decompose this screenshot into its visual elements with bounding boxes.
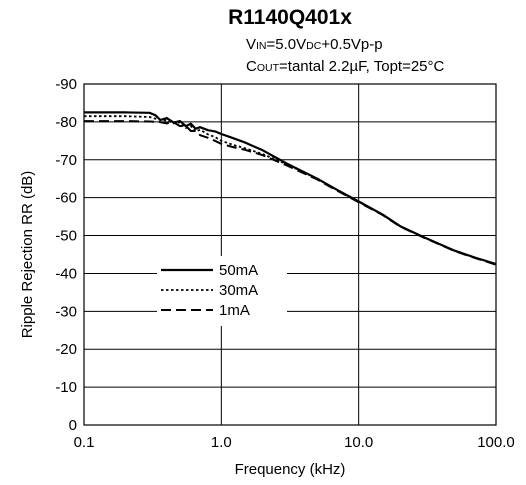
condition-input-voltage-d: DC (306, 40, 322, 52)
y-tick-label-7: -70 (55, 152, 77, 169)
x-axis-label: Frequency (kHz) (235, 461, 346, 478)
y-tick-label-0: 0 (69, 417, 77, 434)
chart-title: R1140Q401x (228, 6, 352, 29)
condition-input-voltage: VIN=5.0VDC+0.5Vp-p (246, 36, 383, 53)
y-tick-label-6: -60 (55, 190, 77, 207)
condition-output-capacitor-c: =tantal 2.2 (279, 58, 349, 75)
legend-label-30mA: 30mA (219, 282, 258, 299)
x-tick-label-0: 0.1 (74, 434, 95, 451)
y-tick-label-5: -50 (55, 228, 77, 245)
plot-frame (83, 83, 497, 426)
legend-background (157, 256, 287, 326)
condition-output-capacitor-a: C (246, 58, 257, 75)
x-tick-label-3: 100.0 (477, 434, 515, 451)
condition-input-voltage-a: V (246, 36, 256, 53)
series-line-30mA (84, 115, 497, 265)
condition-output-capacitor-b: OUT (257, 62, 280, 74)
y-tick-label-3: -30 (55, 303, 77, 320)
y-tick-label-4: -40 (55, 265, 77, 282)
legend-label-1mA: 1mA (219, 302, 250, 319)
condition-input-voltage-b: IN (256, 40, 267, 52)
x-axis-ticks: 0.1 1.0 10.0 100.0 (74, 434, 515, 451)
x-tick-label-1: 1.0 (211, 434, 232, 451)
y-tick-label-8: -80 (55, 114, 77, 131)
y-tick-label-1: -10 (55, 379, 77, 396)
condition-output-capacitor: COUT=tantal 2.2µF, Topt=25°C (246, 58, 445, 75)
condition-output-capacitor-d: µ (350, 58, 359, 75)
plot-grid (83, 83, 497, 426)
y-axis-ticks: 0 -10 -20 -30 -40 -50 -60 -70 -80 -90 (55, 76, 77, 434)
x-tick-label-2: 10.0 (344, 434, 373, 451)
series-line-1mA (84, 120, 497, 266)
y-tick-label-2: -20 (55, 341, 77, 358)
legend: 50mA 30mA 1mA (161, 262, 258, 319)
condition-input-voltage-c: =5.0V (267, 36, 307, 53)
y-axis-label: Ripple Rejection RR (dB) (19, 171, 36, 339)
condition-output-capacitor-e: F, Topt=25°C (358, 58, 444, 75)
y-tick-label-9: -90 (55, 76, 77, 93)
condition-input-voltage-e: +0.5Vp-p (321, 36, 382, 53)
series-lines (84, 111, 497, 266)
legend-label-50mA: 50mA (219, 262, 258, 279)
